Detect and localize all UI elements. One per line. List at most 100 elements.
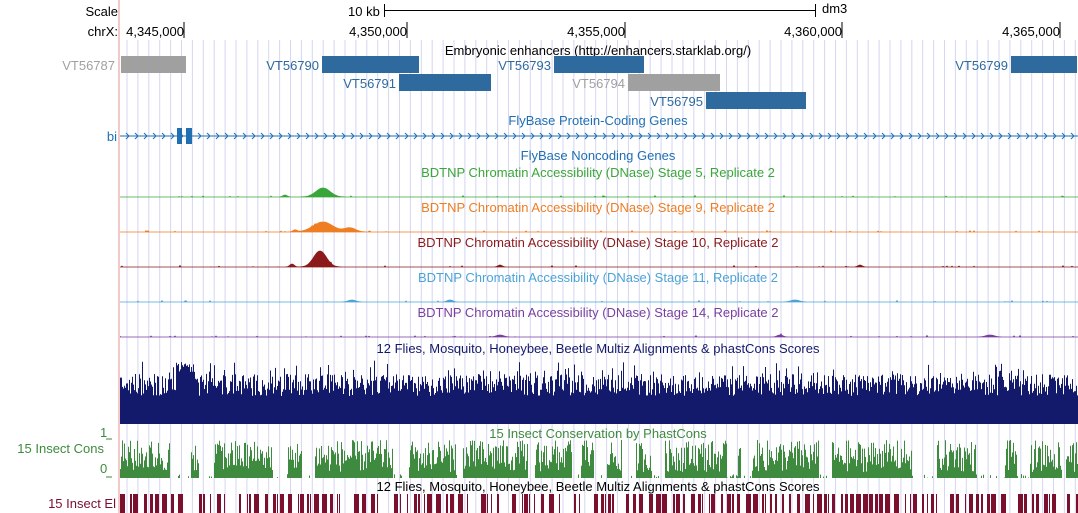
conserved-element xyxy=(362,494,366,513)
strand-chevron xyxy=(431,132,436,140)
conserved-element xyxy=(524,494,528,513)
conserved-element xyxy=(1001,494,1006,513)
conserved-element xyxy=(931,494,934,513)
conserved-element xyxy=(310,494,311,513)
track-title-insect-cons[interactable]: 15 Insect Conservation by PhastCons xyxy=(489,426,707,441)
conserved-element xyxy=(789,494,791,513)
conserved-element xyxy=(976,494,979,513)
strand-chevron xyxy=(305,132,310,140)
insect-cons-plot[interactable] xyxy=(106,438,1078,478)
conserved-element xyxy=(702,494,703,513)
track-side-label-insect-elements[interactable]: 15 Insect El xyxy=(48,496,116,511)
strand-chevron xyxy=(278,132,283,140)
conserved-element xyxy=(885,494,890,513)
strand-chevron xyxy=(881,132,886,140)
conserved-element xyxy=(753,494,758,513)
enhancer-feature[interactable] xyxy=(628,74,720,91)
conserved-element xyxy=(762,494,764,513)
enhancer-label: VT56794 xyxy=(572,76,625,91)
track-side-label-insect-cons[interactable]: 15 Insect Cons xyxy=(17,441,104,456)
conserved-element xyxy=(676,494,680,513)
conserved-element xyxy=(330,494,333,513)
conserved-element xyxy=(875,494,878,513)
conserved-element xyxy=(522,494,523,513)
conserved-element xyxy=(339,494,340,513)
dnase-signal-plots[interactable] xyxy=(120,180,1078,340)
conserved-element xyxy=(856,494,861,513)
conserved-element xyxy=(673,494,675,513)
conserved-element xyxy=(481,494,486,513)
conserved-element xyxy=(841,494,843,513)
conserved-element xyxy=(775,494,777,513)
conserved-element xyxy=(579,494,580,513)
conserved-element xyxy=(249,494,251,513)
strand-chevron xyxy=(584,132,589,140)
conserved-element xyxy=(239,494,241,513)
strand-chevron xyxy=(800,132,805,140)
enhancer-feature[interactable] xyxy=(706,92,806,109)
track-title-flybase-noncoding[interactable]: FlyBase Noncoding Genes xyxy=(520,148,676,163)
conserved-element xyxy=(698,494,701,513)
conserved-element xyxy=(300,494,304,513)
conserved-element xyxy=(162,494,167,513)
conserved-element xyxy=(1067,494,1070,513)
cons-axis-max: 1 xyxy=(100,425,108,440)
strand-chevron xyxy=(944,132,949,140)
strand-chevron xyxy=(836,132,841,140)
enhancer-feature[interactable] xyxy=(554,56,644,73)
conserved-element xyxy=(446,494,448,513)
track-title-insect-elements[interactable]: 12 Flies, Mosquito, Honeybee, Beetle Mul… xyxy=(376,479,820,494)
strand-chevron xyxy=(467,132,472,140)
enhancer-feature[interactable] xyxy=(121,56,186,73)
strand-chevron xyxy=(773,132,778,140)
conserved-element xyxy=(265,494,268,513)
enhancer-label: VT56791 xyxy=(343,76,396,91)
strand-chevron xyxy=(548,132,553,140)
strand-chevron xyxy=(161,132,166,140)
strand-chevron xyxy=(521,132,526,140)
conserved-element xyxy=(709,494,710,513)
strand-chevron xyxy=(638,132,643,140)
strand-chevron xyxy=(710,132,715,140)
strand-chevron xyxy=(1007,132,1012,140)
strand-chevron xyxy=(512,132,517,140)
strand-chevron xyxy=(206,132,211,140)
strand-chevron xyxy=(764,132,769,140)
strand-chevron xyxy=(557,132,562,140)
strand-chevron xyxy=(143,132,148,140)
conserved-element xyxy=(817,494,822,513)
strand-chevron xyxy=(422,132,427,140)
cons-bars xyxy=(120,440,1078,478)
scale-label: Scale xyxy=(85,4,118,19)
track-title-dnase-stage14[interactable]: BDTNP Chromatin Accessibility (DNase) St… xyxy=(417,305,779,320)
strand-chevron xyxy=(350,132,355,140)
track-title-multiz[interactable]: 12 Flies, Mosquito, Honeybee, Beetle Mul… xyxy=(376,341,820,356)
enhancer-feature[interactable] xyxy=(399,74,491,91)
conserved-element xyxy=(969,494,973,513)
cons-axis-min: 0 xyxy=(100,461,108,476)
insect-elements-track[interactable] xyxy=(120,494,1078,513)
track-title-dnase-stage10[interactable]: BDTNP Chromatin Accessibility (DNase) St… xyxy=(417,235,779,250)
conserved-element xyxy=(782,494,784,513)
conserved-element xyxy=(936,494,937,513)
track-title-enhancers[interactable]: Embryonic enhancers (http://enhancers.st… xyxy=(444,43,752,58)
track-title-dnase-stage9[interactable]: BDTNP Chromatin Accessibility (DNase) St… xyxy=(421,200,775,215)
multiz-conservation-plot[interactable] xyxy=(120,358,1078,424)
gene-label[interactable]: bi xyxy=(106,129,117,144)
track-title-flybase-coding[interactable]: FlyBase Protein-Coding Genes xyxy=(508,113,688,128)
strand-chevron xyxy=(125,132,130,140)
enhancer-feature[interactable] xyxy=(322,56,419,73)
strand-chevron xyxy=(575,132,580,140)
enhancer-feature[interactable] xyxy=(1011,56,1077,73)
strand-chevron xyxy=(674,132,679,140)
conserved-element xyxy=(1032,494,1034,513)
conserved-element xyxy=(612,494,614,513)
track-title-dnase-stage5[interactable]: BDTNP Chromatin Accessibility (DNase) St… xyxy=(421,165,775,180)
strand-chevron xyxy=(863,132,868,140)
conserved-element xyxy=(574,494,576,513)
strand-chevron xyxy=(1070,132,1075,140)
conserved-element xyxy=(956,494,959,513)
track-title-dnase-stage11[interactable]: BDTNP Chromatin Accessibility (DNase) St… xyxy=(417,270,779,285)
gene-model-bi[interactable] xyxy=(120,128,1078,144)
